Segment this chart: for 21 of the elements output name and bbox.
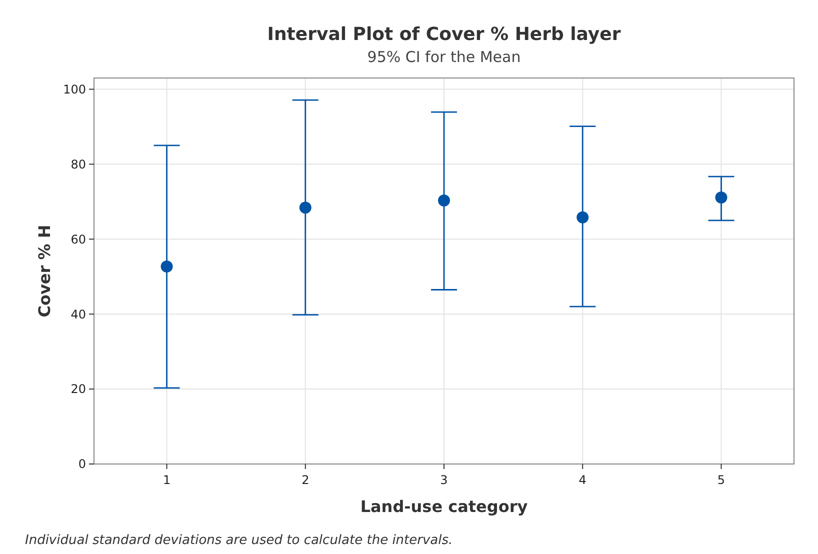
x-tick-label: 2 [302, 473, 310, 487]
x-tick-label: 3 [440, 473, 448, 487]
y-tick-label: 40 [70, 307, 86, 322]
chart-subtitle: 95% CI for the Mean [367, 48, 521, 66]
y-tick-label: 100 [63, 82, 86, 96]
x-axis-title: Land-use category [360, 497, 528, 516]
x-tick-label: 5 [717, 473, 726, 487]
chart-title: Interval Plot of Cover % Herb layer [267, 24, 621, 45]
y-tick-label: 80 [70, 157, 86, 172]
point [438, 194, 450, 207]
y-tick-label: 0 [78, 457, 86, 472]
text: Individual standard deviations are used to calculate the intervals. [25, 533, 453, 548]
point [299, 202, 312, 214]
x-tick-label: 1 [162, 473, 171, 487]
x-tick-label: 4 [578, 473, 586, 487]
y-axis-title: Cover % H [35, 224, 54, 318]
point [715, 192, 728, 204]
y-tick-label: 60 [70, 232, 86, 246]
point [160, 260, 173, 273]
point [576, 211, 589, 224]
y-tick-label: 20 [70, 382, 86, 396]
